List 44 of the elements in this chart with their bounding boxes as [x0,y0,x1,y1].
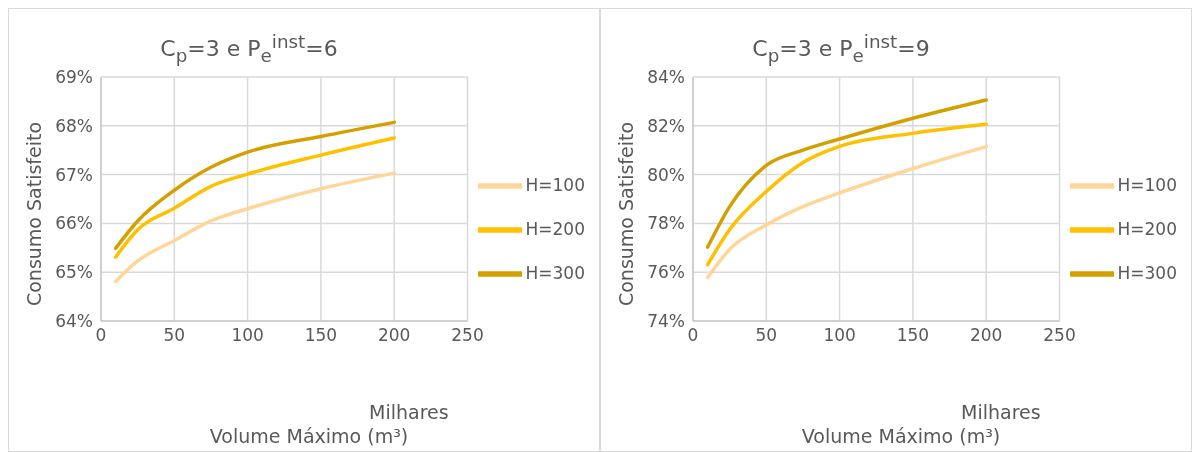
legend-label: H=200 [1117,219,1177,239]
x-tick-label: 0 [687,325,699,346]
x-tick-label: 200 [969,325,1003,346]
text: Milhares [369,401,449,423]
x-tick-label: 100 [231,325,264,346]
x-tick-label: 250 [1043,325,1076,346]
x-tick-label: 150 [896,325,930,346]
text: Milhares [961,401,1041,423]
line-series [113,136,396,259]
y-axis-title: Consumo Satisfeito [615,121,638,307]
y-tick-label: 69% [55,67,93,88]
x-tick-label: 100 [823,325,856,346]
y-axis-title: Consumo Satisfeito [23,121,46,307]
y-tick-label: 67% [55,164,93,185]
line-series [705,122,988,267]
legend-label: H=200 [525,219,585,239]
line-series [705,144,988,280]
y-tick-label: 74% [647,311,685,332]
y-tick-label: 64% [55,311,93,332]
x-tick-label: 150 [304,325,338,346]
x-tick-label: 250 [451,325,484,346]
legend-label: H=300 [1117,263,1177,283]
y-tick-label: 84% [647,67,685,88]
legend-label: H=100 [1117,175,1177,195]
y-tick-label: 78% [647,213,685,234]
chart-title: C$_{p}$=3 e P$_{e}$$^{inst}$=6 [159,31,339,66]
y-tick-label: 80% [647,164,685,185]
line-series [705,98,988,249]
x-axis-title: Volume Máximo (m³) [800,425,1002,447]
x-tick-label: 0 [95,325,107,346]
legend-label: H=300 [525,263,585,283]
y-tick-label: 66% [55,213,93,234]
y-tick-label: 76% [647,262,685,283]
line-series [113,171,396,284]
x-tick-label: 200 [377,325,411,346]
x-tick-label: 50 [755,325,778,346]
y-tick-label: 82% [647,115,685,136]
y-tick-label: 68% [55,115,93,136]
chart-title: C$_{p}$=3 e P$_{e}$$^{inst}$=9 [751,31,931,66]
line-series [113,120,396,251]
y-tick-label: 65% [55,262,93,283]
legend-label: H=100 [525,175,585,195]
x-tick-label: 50 [163,325,186,346]
x-axis-title: Volume Máximo (m³) [208,425,410,447]
